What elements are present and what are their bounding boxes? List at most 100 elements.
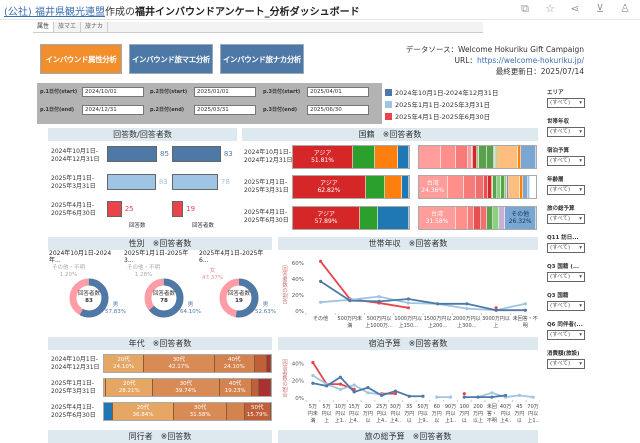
p1-end-input[interactable]: 2024/12/31 bbox=[82, 105, 144, 115]
bar-segment[interactable] bbox=[419, 146, 442, 168]
filter-select[interactable]: (すべて) ▾ bbox=[547, 272, 585, 282]
bar-segment[interactable] bbox=[501, 176, 505, 198]
bar-segment[interactable] bbox=[507, 176, 510, 198]
nationality-region-bar[interactable]: アジア 51.81% bbox=[292, 145, 410, 169]
tab-before-trip[interactable]: 旅マエ bbox=[54, 22, 82, 32]
bar-segment[interactable] bbox=[475, 176, 484, 198]
bar-segment[interactable] bbox=[518, 146, 521, 168]
bar-segment[interactable] bbox=[480, 207, 487, 229]
bar-segment[interactable] bbox=[456, 146, 469, 168]
bar-segment[interactable] bbox=[528, 176, 531, 198]
source-url-link[interactable]: https://welcome-hokuriku.jp/ bbox=[476, 56, 584, 65]
org-link[interactable]: (公社) 福井県観光連盟 bbox=[4, 7, 105, 18]
bar-segment[interactable] bbox=[504, 176, 508, 198]
nationality-region-bar[interactable]: アジア 62.82% bbox=[292, 175, 410, 199]
filter-select[interactable]: (すべて) ▾ bbox=[547, 330, 585, 340]
p1-start-input[interactable]: 2024/10/01 bbox=[82, 87, 144, 97]
bar-segment[interactable] bbox=[519, 176, 524, 198]
filter-select[interactable]: (すべて) ▾ bbox=[547, 98, 585, 108]
nationality-region-bar[interactable]: アジア 57.89% bbox=[292, 206, 410, 230]
bar-segment[interactable]: アジア 51.81% bbox=[293, 146, 354, 168]
bar-segment[interactable] bbox=[497, 146, 519, 168]
bar-segment[interactable]: 台湾 31.58% bbox=[419, 207, 456, 229]
bar-segment[interactable] bbox=[266, 355, 271, 372]
p2-start-input[interactable]: 2025/01/01 bbox=[194, 87, 256, 97]
bar-segment[interactable] bbox=[455, 207, 469, 229]
bar-segment[interactable] bbox=[486, 146, 494, 168]
nationality-country-bar[interactable]: 台湾 24.36% bbox=[418, 175, 537, 199]
bar-segment[interactable] bbox=[496, 146, 498, 168]
tab-during-trip[interactable]: 旅ナカ bbox=[81, 22, 109, 32]
bar-segment[interactable] bbox=[492, 207, 500, 229]
bar-segment[interactable] bbox=[488, 176, 492, 198]
bar-segment[interactable] bbox=[478, 146, 487, 168]
responses-bar[interactable] bbox=[107, 174, 156, 190]
filter-select[interactable]: (すべて) ▾ bbox=[547, 156, 585, 166]
share-icon[interactable]: ⋖ bbox=[570, 2, 580, 15]
bar-segment[interactable]: アジア 62.82% bbox=[293, 176, 366, 198]
nationality-country-bar[interactable]: 台湾 31.58% その他 26.32% bbox=[418, 206, 537, 230]
bar-segment[interactable] bbox=[401, 176, 409, 198]
p3-start-input[interactable]: 2025/04/01 bbox=[307, 87, 369, 97]
bar-segment[interactable] bbox=[477, 146, 479, 168]
bar-segment[interactable]: 20代 36.84% bbox=[112, 403, 175, 420]
during-trip-analysis-button[interactable]: インバウンド旅ナカ分析 bbox=[220, 44, 304, 74]
tab-attributes[interactable]: 属性 bbox=[33, 22, 55, 32]
bar-segment[interactable] bbox=[499, 207, 506, 229]
bar-segment[interactable] bbox=[468, 146, 472, 168]
filter-select[interactable]: (すべて) ▾ bbox=[547, 301, 585, 311]
bar-segment[interactable] bbox=[254, 355, 267, 372]
respondents-bar[interactable] bbox=[172, 174, 218, 190]
age-bar[interactable]: 20代 36.84% 30代 31.58% 50代 15.79% bbox=[103, 402, 272, 421]
bar-segment[interactable]: 40代 19.23% bbox=[219, 379, 252, 396]
bar-segment[interactable] bbox=[472, 146, 478, 168]
respondents-bar[interactable] bbox=[172, 201, 184, 217]
bar-segment[interactable]: 台湾 24.36% bbox=[419, 176, 448, 198]
bar-segment[interactable] bbox=[494, 146, 497, 168]
bar-segment[interactable] bbox=[493, 146, 495, 168]
respondents-bar[interactable] bbox=[172, 146, 221, 162]
filter-select[interactable]: (すべて) ▾ bbox=[547, 214, 585, 224]
bar-segment[interactable]: 50代 15.79% bbox=[244, 403, 271, 420]
attr-analysis-button[interactable]: インバウンド属性分析 bbox=[40, 44, 122, 74]
bar-segment[interactable] bbox=[353, 146, 376, 168]
bar-segment[interactable] bbox=[378, 207, 409, 229]
bar-segment[interactable]: 30代 42.17% bbox=[144, 355, 215, 372]
bar-segment[interactable] bbox=[474, 207, 481, 229]
age-bar[interactable]: 20代 24.10% 30代 42.17% 40代 24.10% bbox=[103, 354, 272, 373]
bar-segment[interactable]: 30代 39.74% bbox=[153, 379, 220, 396]
bar-segment[interactable] bbox=[104, 379, 107, 396]
filter-select[interactable]: (すべて) ▾ bbox=[547, 243, 585, 253]
bar-segment[interactable] bbox=[385, 176, 402, 198]
bar-segment[interactable] bbox=[251, 379, 260, 396]
filter-select[interactable]: (すべて) ▾ bbox=[547, 185, 585, 195]
bar-segment[interactable] bbox=[104, 403, 113, 420]
responses-bar[interactable] bbox=[107, 201, 122, 217]
bar-segment[interactable] bbox=[360, 207, 379, 229]
nationality-country-bar[interactable] bbox=[418, 145, 537, 169]
star-icon[interactable]: ☆ bbox=[545, 2, 555, 15]
age-bar[interactable]: 20代 28.21% 30代 39.74% 40代 19.23% bbox=[103, 378, 272, 397]
bar-segment[interactable]: アジア 57.89% bbox=[293, 207, 361, 229]
bar-segment[interactable] bbox=[523, 176, 529, 198]
bar-segment[interactable] bbox=[397, 146, 409, 168]
copy-icon[interactable]: ⧉ bbox=[521, 2, 529, 15]
bar-segment[interactable]: 20代 24.10% bbox=[104, 355, 145, 372]
download-icon[interactable]: ⊻ bbox=[595, 2, 605, 15]
bar-segment[interactable] bbox=[463, 176, 476, 198]
bar-segment[interactable] bbox=[491, 176, 494, 198]
before-trip-analysis-button[interactable]: インバウンド旅マエ分析 bbox=[129, 44, 213, 74]
bar-segment[interactable] bbox=[447, 176, 464, 198]
bar-segment[interactable] bbox=[375, 146, 398, 168]
responses-bar[interactable] bbox=[107, 146, 157, 162]
bar-segment[interactable]: 40代 24.10% bbox=[214, 355, 255, 372]
bar-segment[interactable]: 30代 31.58% bbox=[174, 403, 228, 420]
bar-segment[interactable] bbox=[493, 176, 497, 198]
filter-select[interactable]: (すべて) ▾ bbox=[547, 359, 585, 369]
bar-segment[interactable] bbox=[509, 176, 520, 198]
bar-segment[interactable] bbox=[486, 207, 493, 229]
bar-segment[interactable]: 20代 28.21% bbox=[106, 379, 154, 396]
bar-segment[interactable] bbox=[365, 176, 386, 198]
bar-segment[interactable] bbox=[520, 146, 536, 168]
p3-end-input[interactable]: 2025/06/30 bbox=[307, 105, 369, 115]
